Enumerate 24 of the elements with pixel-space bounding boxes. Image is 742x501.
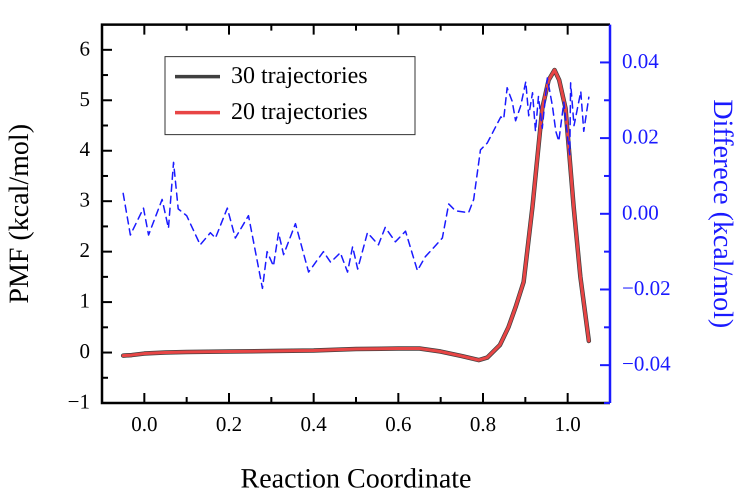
y-axis-title: PMF (kcal/mol) xyxy=(4,124,36,304)
x-axis-title: Reaction Coordinate xyxy=(240,464,472,495)
x-tick-label: 1.0 xyxy=(554,412,581,436)
legend-label: 20 trajectories xyxy=(231,98,368,125)
x-tick-label: 0.6 xyxy=(385,412,412,436)
y2-tick-label: 0.04 xyxy=(622,48,660,73)
y-tick-label: 6 xyxy=(80,36,90,60)
y-tick-label: 1 xyxy=(80,288,90,313)
x-tick-label: 0.0 xyxy=(131,412,158,436)
y-tick-label: 0 xyxy=(80,339,90,364)
y-tick-label: −1 xyxy=(68,390,90,414)
y2-tick-label: 0.02 xyxy=(622,124,659,149)
y2-tick-label: −0.02 xyxy=(622,276,671,300)
y-tick-label: 4 xyxy=(80,137,90,162)
y2-axis-title: Differece (kcal/mol) xyxy=(706,99,738,328)
y-tick-label: 3 xyxy=(80,188,90,212)
x-tick-label: 0.4 xyxy=(300,412,328,436)
x-tick-label: 0.2 xyxy=(216,412,242,436)
legend-label: 30 trajectories xyxy=(231,62,368,89)
y-tick-label: 2 xyxy=(80,238,90,262)
y2-tick-label: −0.04 xyxy=(622,352,672,376)
y2-tick-label: 0.00 xyxy=(622,200,659,224)
y-tick-label: 5 xyxy=(80,86,90,111)
x-tick-label: 0.8 xyxy=(470,412,496,436)
